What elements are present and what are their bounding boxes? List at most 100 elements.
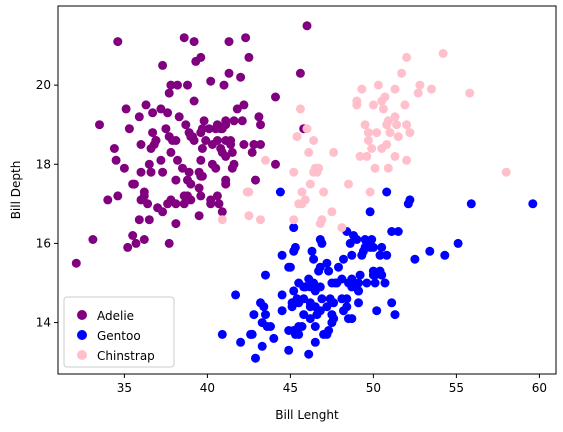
point-gentoo-44 — [307, 246, 317, 256]
point-gentoo-103 — [380, 278, 390, 288]
legend-label-adelie: Adelie — [97, 309, 134, 323]
point-adelie-30 — [148, 108, 158, 118]
point-chinstrap-14 — [302, 124, 312, 134]
point-gentoo-130 — [337, 294, 347, 304]
point-adelie-117 — [229, 159, 239, 169]
point-chinstrap-69 — [363, 128, 373, 138]
point-adelie-80 — [196, 191, 206, 201]
point-adelie-81 — [196, 52, 206, 62]
point-chinstrap-4 — [256, 215, 265, 225]
point-adelie-54 — [173, 155, 182, 165]
point-gentoo-127 — [315, 282, 325, 292]
points-layer — [71, 21, 538, 363]
point-chinstrap-68 — [312, 163, 322, 173]
point-gentoo-37 — [299, 294, 309, 304]
point-gentoo-27 — [289, 223, 299, 233]
point-gentoo-107 — [387, 298, 397, 308]
point-adelie-48 — [166, 80, 176, 90]
point-adelie-102 — [217, 207, 227, 217]
point-adelie-7 — [113, 191, 123, 201]
point-chinstrap-23 — [317, 215, 327, 225]
point-adelie-24 — [141, 100, 151, 110]
point-gentoo-6 — [251, 353, 260, 363]
point-adelie-27 — [144, 215, 154, 225]
point-chinstrap-30 — [352, 96, 362, 106]
point-adelie-87 — [201, 136, 211, 145]
point-gentoo-80 — [352, 235, 362, 244]
point-gentoo-105 — [382, 187, 392, 197]
point-adelie-8 — [119, 163, 129, 173]
point-adelie-138 — [217, 147, 227, 157]
point-adelie-67 — [186, 195, 196, 205]
point-chinstrap-2 — [244, 211, 254, 221]
point-chinstrap-10 — [295, 104, 305, 114]
y-tick-label-20: 20 — [36, 78, 51, 92]
point-gentoo-46 — [309, 254, 319, 264]
point-gentoo-98 — [372, 306, 382, 316]
point-adelie-40 — [161, 124, 171, 134]
point-chinstrap-60 — [405, 128, 415, 138]
point-gentoo-116 — [466, 199, 476, 209]
point-adelie-129 — [254, 112, 264, 122]
point-gentoo-10 — [259, 302, 269, 312]
point-adelie-130 — [256, 120, 265, 130]
x-axis-label: Bill Lenght — [275, 408, 339, 422]
point-gentoo-131 — [300, 282, 310, 292]
point-chinstrap-53 — [392, 120, 402, 130]
point-gentoo-8 — [257, 341, 267, 351]
point-adelie-17 — [134, 215, 144, 225]
point-chinstrap-39 — [372, 128, 382, 138]
point-chinstrap-27 — [337, 223, 347, 233]
point-chinstrap-16 — [305, 179, 315, 189]
point-gentoo-38 — [304, 349, 314, 359]
point-chinstrap-61 — [413, 88, 423, 98]
point-adelie-52 — [171, 199, 181, 209]
point-chinstrap-35 — [363, 136, 373, 145]
point-adelie-121 — [237, 116, 247, 126]
point-gentoo-25 — [289, 286, 299, 296]
point-gentoo-35 — [297, 322, 307, 331]
point-gentoo-132 — [310, 322, 320, 331]
point-adelie-123 — [239, 100, 249, 110]
legend: Adelie Gentoo Chinstrap — [63, 296, 175, 368]
point-gentoo-112 — [410, 254, 420, 264]
point-adelie-63 — [183, 80, 192, 90]
point-adelie-134 — [295, 68, 305, 78]
point-adelie-45 — [164, 238, 174, 248]
point-chinstrap-31 — [355, 151, 365, 161]
point-gentoo-2 — [236, 337, 246, 347]
point-adelie-39 — [158, 207, 168, 217]
point-gentoo-115 — [453, 238, 463, 248]
y-tick-label-14: 14 — [36, 316, 51, 330]
point-gentoo-69 — [339, 254, 348, 264]
point-adelie-119 — [232, 104, 242, 114]
point-chinstrap-57 — [402, 155, 412, 165]
point-chinstrap-63 — [427, 84, 436, 94]
point-adelie-65 — [184, 167, 194, 177]
point-adelie-31 — [148, 128, 158, 138]
point-adelie-71 — [189, 96, 199, 106]
point-adelie-0 — [71, 258, 81, 268]
point-gentoo-123 — [317, 238, 327, 248]
point-adelie-136 — [302, 21, 312, 31]
y-tick-label-16: 16 — [36, 236, 51, 250]
x-tick-label-60: 60 — [532, 381, 547, 395]
point-gentoo-111 — [405, 195, 415, 205]
legend-label-chinstrap: Chinstrap — [97, 349, 155, 363]
point-adelie-112 — [224, 37, 234, 47]
point-gentoo-36 — [299, 310, 309, 320]
point-adelie-110 — [221, 116, 231, 126]
point-adelie-18 — [136, 140, 146, 149]
point-adelie-35 — [156, 155, 166, 165]
point-adelie-44 — [164, 88, 174, 98]
point-chinstrap-8 — [292, 132, 302, 142]
point-gentoo-59 — [324, 326, 334, 335]
point-adelie-91 — [206, 195, 216, 205]
point-adelie-13 — [128, 231, 138, 240]
point-gentoo-52 — [315, 306, 325, 316]
point-gentoo-122 — [290, 242, 300, 252]
point-adelie-14 — [129, 179, 139, 189]
point-gentoo-77 — [347, 274, 357, 284]
point-chinstrap-43 — [378, 104, 388, 114]
point-gentoo-16 — [275, 187, 285, 197]
